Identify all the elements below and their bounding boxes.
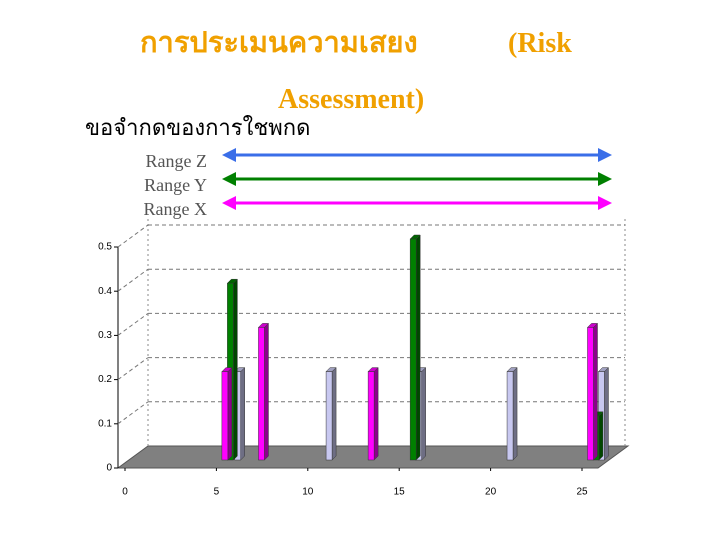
bar-side	[604, 366, 609, 461]
bar	[409, 238, 417, 461]
title-assessment: Assessment)	[278, 84, 424, 115]
y-tick-label: 0.1	[98, 418, 112, 429]
y-tick-label: 0.2	[98, 374, 112, 385]
bar	[506, 371, 514, 461]
bar	[258, 327, 265, 461]
x-tick-label: 20	[485, 487, 497, 498]
legend-label: Range X	[144, 199, 207, 219]
bar	[221, 371, 229, 461]
legend-label: Range Z	[146, 151, 207, 171]
legend-label: Range Y	[144, 175, 207, 195]
bar-side	[373, 366, 379, 461]
y-tick-label: 0.3	[98, 330, 112, 341]
bar-side	[240, 366, 245, 461]
grid-line	[117, 357, 149, 381]
title-risk: (Risk	[508, 28, 572, 59]
arrow-head	[222, 148, 236, 162]
arrow-head	[598, 172, 612, 186]
bar-side	[512, 366, 518, 461]
bar-side	[415, 234, 421, 461]
y-tick-label: 0	[106, 463, 112, 474]
grid-line	[117, 268, 149, 292]
y-tick-label: 0.4	[98, 286, 112, 297]
arrow-head	[598, 148, 612, 162]
x-tick-label: 15	[394, 487, 406, 498]
arrow-head	[222, 196, 236, 210]
arrow-head	[222, 172, 236, 186]
arrow-head	[598, 196, 612, 210]
bar	[367, 371, 375, 461]
x-tick-label: 10	[302, 487, 314, 498]
bar-side	[233, 278, 238, 461]
x-tick-label: 5	[214, 487, 220, 498]
bar-side	[593, 322, 598, 461]
bar	[325, 371, 333, 461]
y-tick-label: 0.5	[98, 242, 112, 253]
x-tick-label: 0	[122, 487, 128, 498]
bar-side	[227, 366, 233, 461]
grid-line	[117, 224, 149, 248]
bar-side	[598, 411, 604, 461]
bar-side	[331, 366, 337, 461]
grid-line	[117, 312, 149, 336]
bar-side	[421, 366, 426, 461]
bar	[587, 327, 594, 461]
title-thai: การประเมนความเสยง	[140, 27, 418, 59]
subtitle: ขอจำกดของการใชพกด	[85, 115, 310, 140]
grid-line	[117, 401, 149, 425]
x-tick-label: 25	[576, 487, 588, 498]
bar-side	[264, 322, 269, 461]
